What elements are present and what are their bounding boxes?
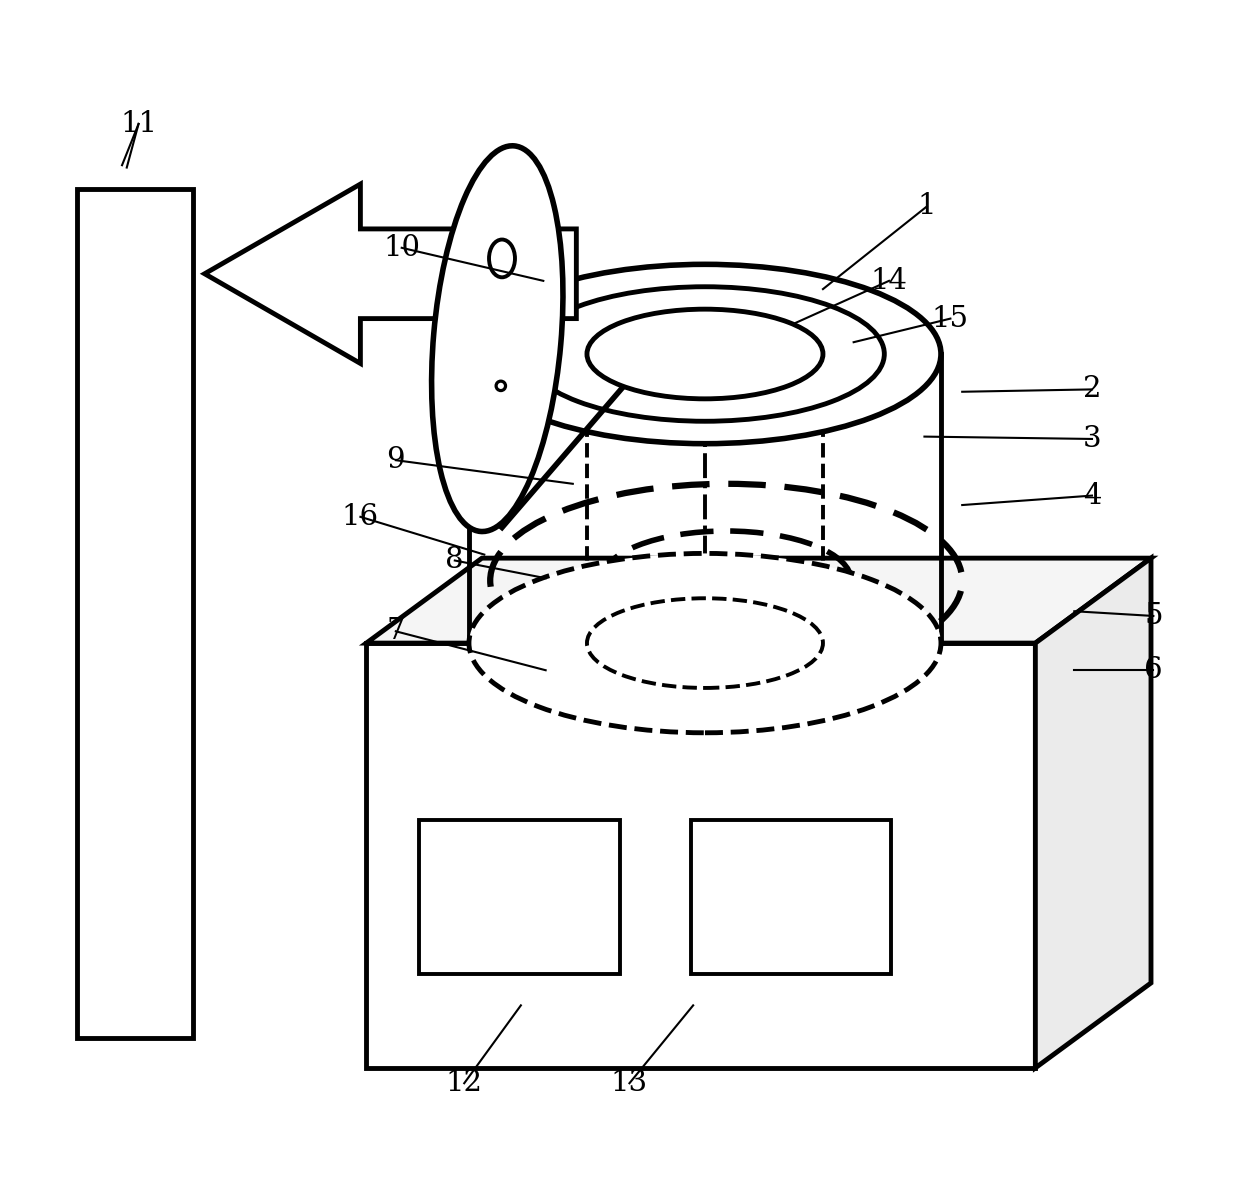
Ellipse shape <box>587 309 823 399</box>
Text: 2: 2 <box>1083 375 1101 404</box>
Polygon shape <box>366 643 1035 1068</box>
Bar <box>419 820 620 973</box>
Text: 11: 11 <box>120 110 157 138</box>
Text: 6: 6 <box>1145 656 1163 684</box>
Text: 10: 10 <box>383 234 420 262</box>
Ellipse shape <box>496 381 506 391</box>
Polygon shape <box>1035 558 1151 1068</box>
Text: 9: 9 <box>387 446 405 474</box>
Bar <box>77 189 193 1038</box>
Ellipse shape <box>469 553 941 733</box>
Text: 13: 13 <box>611 1069 649 1097</box>
Text: 16: 16 <box>342 503 379 531</box>
Text: 15: 15 <box>932 304 968 333</box>
Ellipse shape <box>469 264 941 444</box>
Text: 8: 8 <box>445 546 464 575</box>
Text: 4: 4 <box>1083 481 1101 510</box>
Polygon shape <box>366 558 1151 643</box>
Bar <box>691 820 892 973</box>
Ellipse shape <box>526 287 884 421</box>
Ellipse shape <box>489 240 515 277</box>
Polygon shape <box>205 184 577 363</box>
Text: 5: 5 <box>1145 602 1163 630</box>
Text: 3: 3 <box>1083 425 1101 453</box>
Text: 7: 7 <box>387 617 405 645</box>
Ellipse shape <box>587 598 823 688</box>
Text: 14: 14 <box>870 267 908 295</box>
Text: 12: 12 <box>445 1069 482 1097</box>
Ellipse shape <box>432 146 563 531</box>
Text: 1: 1 <box>918 192 936 221</box>
